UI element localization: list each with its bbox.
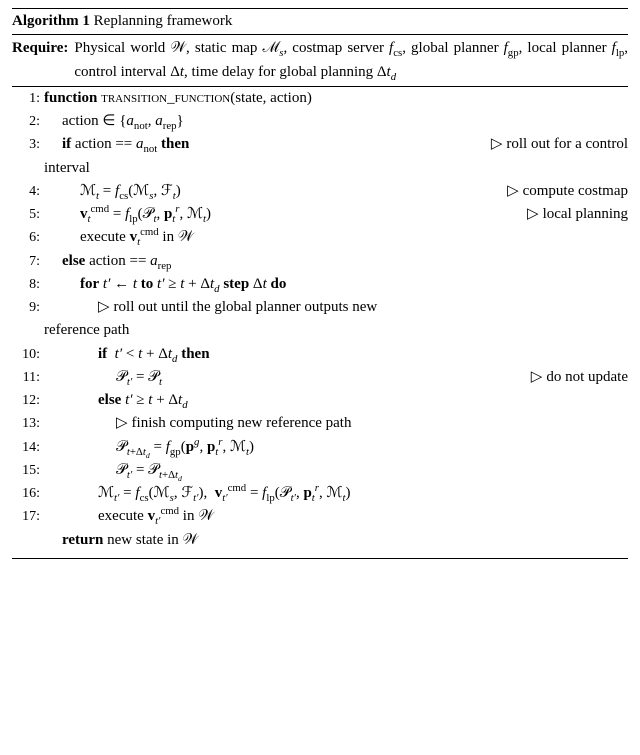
code-line: 7:else action == arep [12,250,628,273]
return-line: return new state in 𝒲 [12,529,628,552]
line-number: 9: [12,297,44,319]
code-line: 17:execute vt′cmd in 𝒲 [12,505,628,528]
code-content: 𝒫t+Δtd = fgp(pg, ptr, ℳt) [44,436,628,459]
code-content: else action == arep [44,250,628,273]
code-content: action ∈ {anot, arep} [44,110,628,133]
algorithm-number: Algorithm 1 [12,13,90,29]
code-content: ℳt = fcs(ℳs, ℱt)compute costmap [44,180,628,203]
algorithm-title-bar: Algorithm 1 Replanning framework [12,8,628,35]
code-content-wrap: reference path [44,319,628,342]
code-content: function transition_function(state, acti… [44,87,628,110]
algorithm-title: Replanning framework [94,13,233,29]
line-number: 17: [12,506,44,528]
code-content: execute vt′cmd in 𝒲 [44,505,628,528]
code-line: 4:ℳt = fcs(ℳs, ℱt)compute costmap [12,180,628,203]
code-content: else t′ ≥ t + Δtd [44,389,628,412]
code-line: 1:function transition_function(state, ac… [12,87,628,110]
code-content: for t′ ← t to t′ ≥ t + Δtd step Δt do [44,273,628,296]
code-content: roll out until the global planner output… [44,296,628,319]
return-text: new state in 𝒲 [107,532,198,548]
code-line: 5:vtcmd = flp(𝒫t, ptr, ℳt)local planning [12,203,628,226]
code-line: 6:execute vtcmd in 𝒲 [12,226,628,249]
code-content: ℳt′ = fcs(ℳs, ℱt′), vt′cmd = flp(𝒫t′, pt… [44,482,628,505]
code-content: if action == anot thenroll out for a con… [44,133,628,156]
code-content: 𝒫t′ = 𝒫tdo not update [44,366,628,389]
code-line: 2:action ∈ {anot, arep} [12,110,628,133]
algorithm-body: Require: Physical world 𝒲, static map ℳs… [12,35,628,559]
line-number: 10: [12,344,44,366]
line-number: 8: [12,274,44,296]
line-number: 6: [12,227,44,249]
code-content: execute vtcmd in 𝒲 [44,226,628,249]
code-line: 12:else t′ ≥ t + Δtd [12,389,628,412]
line-number: 12: [12,390,44,412]
line-number: 1: [12,88,44,110]
algorithm-lines: 1:function transition_function(state, ac… [12,87,628,529]
line-number: 4: [12,181,44,203]
code-line: 13:finish computing new reference path [12,412,628,435]
return-keyword: return [62,532,103,548]
line-number: 3: [12,134,44,156]
code-content: finish computing new reference path [44,412,628,435]
line-number: 5: [12,204,44,226]
code-line: 15:𝒫t′ = 𝒫t+Δtd [12,459,628,482]
require-label: Require: [12,37,74,84]
code-line-wrap: interval [12,157,628,180]
require-block: Require: Physical world 𝒲, static map ℳs… [12,35,628,87]
require-text: Physical world 𝒲, static map ℳs, costmap… [74,37,628,84]
code-line: 16:ℳt′ = fcs(ℳs, ℱt′), vt′cmd = flp(𝒫t′,… [12,482,628,505]
line-number: 14: [12,437,44,459]
code-line-wrap: reference path [12,319,628,342]
line-number: 16: [12,483,44,505]
code-line: 10:if t′ < t + Δtd then [12,343,628,366]
line-number: 15: [12,460,44,482]
line-number: 13: [12,413,44,435]
code-line: 14:𝒫t+Δtd = fgp(pg, ptr, ℳt) [12,436,628,459]
code-content: 𝒫t′ = 𝒫t+Δtd [44,459,628,482]
line-number: 11: [12,367,44,389]
code-content-wrap: interval [44,157,628,180]
code-line: 9:roll out until the global planner outp… [12,296,628,319]
code-content: if t′ < t + Δtd then [44,343,628,366]
code-content: vtcmd = flp(𝒫t, ptr, ℳt)local planning [44,203,628,226]
code-line: 3:if action == anot thenroll out for a c… [12,133,628,156]
return-code: return new state in 𝒲 [44,529,628,552]
code-line: 11:𝒫t′ = 𝒫tdo not update [12,366,628,389]
line-number: 2: [12,111,44,133]
line-number: 7: [12,251,44,273]
code-line: 8:for t′ ← t to t′ ≥ t + Δtd step Δt do [12,273,628,296]
